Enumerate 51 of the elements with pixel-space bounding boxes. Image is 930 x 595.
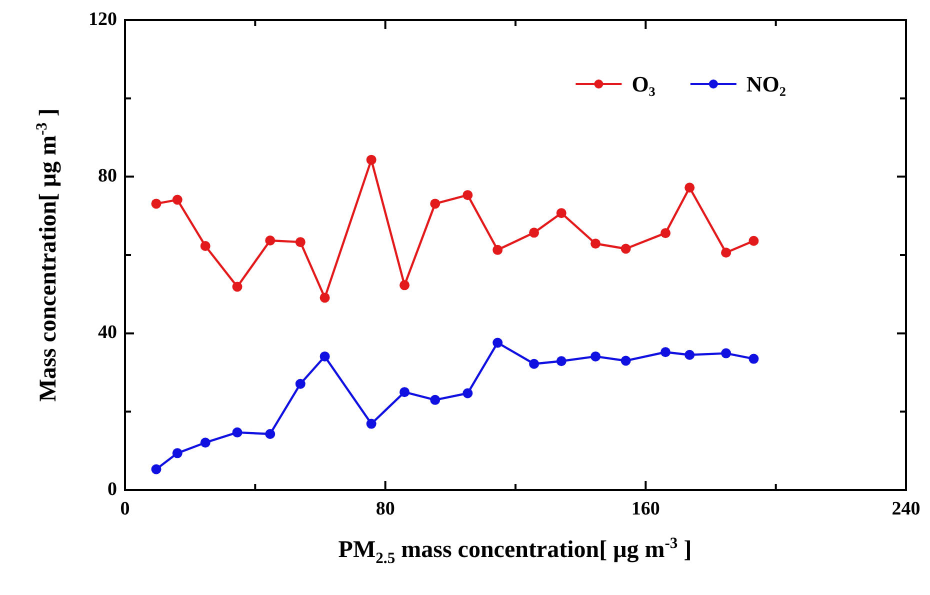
point	[660, 228, 671, 238]
y-tick-label: 120	[88, 8, 117, 30]
point	[556, 356, 566, 366]
point	[400, 387, 410, 398]
point	[529, 228, 540, 238]
point	[200, 438, 210, 448]
point	[721, 248, 732, 258]
point	[590, 351, 601, 362]
point	[462, 388, 473, 398]
point	[295, 378, 306, 389]
point	[151, 464, 162, 474]
point	[430, 394, 440, 405]
x-tick-label: 0	[120, 498, 130, 520]
x-tick-label: 240	[892, 498, 920, 520]
x-axis-title: PM$_{2.5}$ mass concentration[ μg m$^{-3}$ ]	[338, 535, 692, 568]
y-tick-label: 0	[108, 478, 117, 500]
point	[660, 347, 671, 358]
y-tick-label: 80	[98, 166, 117, 187]
point	[320, 351, 330, 362]
point	[492, 244, 503, 255]
point	[721, 348, 732, 358]
point	[620, 244, 631, 254]
point	[172, 194, 182, 205]
point	[492, 338, 503, 348]
point	[295, 237, 306, 248]
point	[320, 292, 330, 303]
y-tick-label: 40	[98, 322, 117, 344]
point	[366, 418, 376, 429]
point	[430, 198, 440, 209]
point	[232, 427, 242, 438]
point	[462, 190, 473, 200]
point	[748, 354, 759, 364]
point	[151, 198, 162, 209]
x-tick-label: 80	[376, 498, 395, 520]
point	[620, 356, 631, 366]
point	[590, 238, 601, 249]
point	[529, 358, 540, 369]
point	[172, 448, 182, 458]
point	[556, 208, 566, 218]
point	[684, 350, 695, 360]
legend-label: NO₂	[746, 72, 786, 97]
point	[200, 240, 210, 251]
point	[265, 236, 276, 246]
legend-label: O₃	[632, 72, 656, 97]
point	[684, 182, 695, 193]
point	[232, 282, 242, 292]
point	[748, 236, 759, 246]
x-tick-label: 160	[631, 498, 660, 520]
point	[366, 154, 376, 165]
point	[265, 428, 276, 439]
point	[400, 280, 410, 290]
